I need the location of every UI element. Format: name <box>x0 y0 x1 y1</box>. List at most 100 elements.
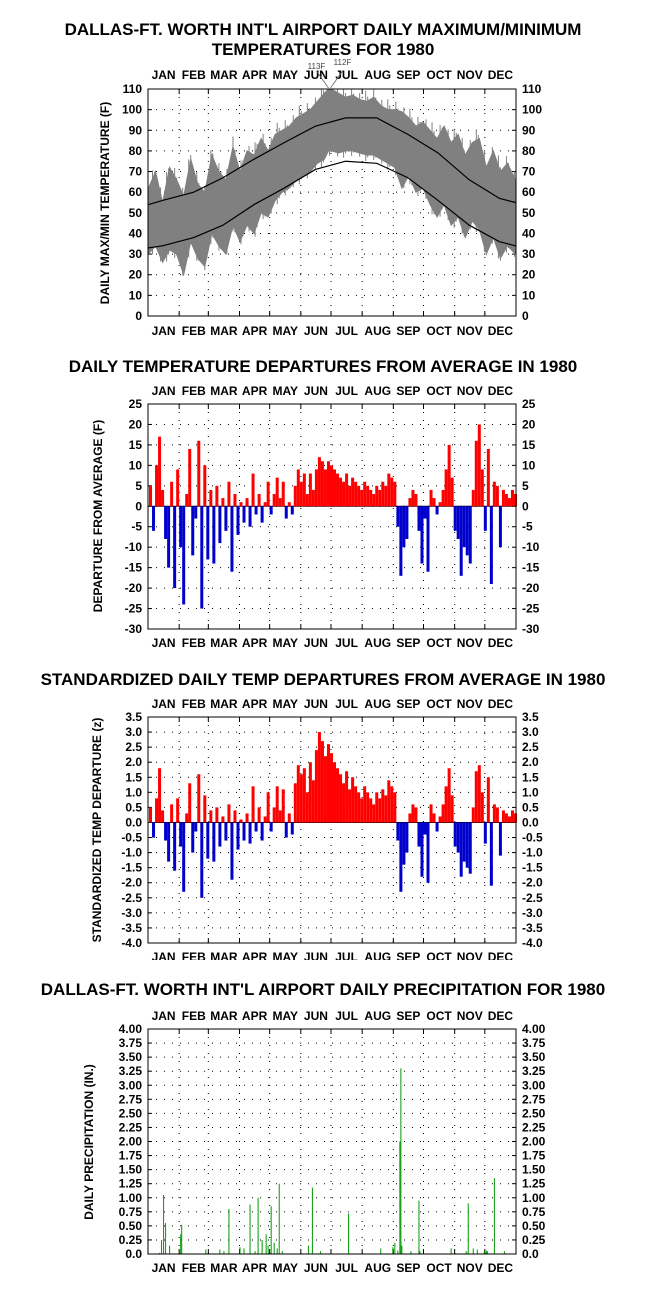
standardized-departures-chart: STANDARDIZED DAILY TEMP DEPARTURES FROM … <box>41 670 606 960</box>
y-tick-label-right: -0.5 <box>522 831 543 845</box>
bar-negative <box>290 822 294 835</box>
month-label-top: DEC <box>488 697 514 711</box>
bar-positive <box>339 774 343 823</box>
y-tick-label-left: 3.50 <box>119 1050 143 1064</box>
bar-positive <box>410 1251 412 1254</box>
bar-positive <box>185 494 189 507</box>
bar-positive <box>381 789 385 823</box>
bar-positive <box>504 494 508 507</box>
bar-positive <box>149 485 153 507</box>
bar-negative <box>230 822 234 880</box>
bar-negative <box>453 822 457 847</box>
bar-positive <box>161 1239 163 1254</box>
month-label-bottom: MAR <box>210 324 238 338</box>
y-tick-label-left: 20 <box>129 417 143 431</box>
y-tick-label-left: 80 <box>129 144 143 158</box>
bar-positive <box>245 813 249 823</box>
plot-border <box>147 1028 517 1255</box>
bar-negative <box>459 506 463 576</box>
bar-positive <box>400 1068 402 1254</box>
bar-positive <box>354 481 358 507</box>
bar-positive <box>221 816 225 823</box>
month-label-top: JUL <box>335 384 358 398</box>
y-tick-label-right: 15 <box>522 438 536 452</box>
bar-positive <box>501 489 505 507</box>
bar-positive <box>287 813 291 823</box>
month-label-bottom: DEC <box>488 636 514 650</box>
bar-positive <box>323 469 327 507</box>
y-tick-label-left: 0.50 <box>119 1219 143 1233</box>
month-label-bottom: JUN <box>304 636 328 650</box>
bar-positive <box>503 1251 505 1254</box>
bar-positive <box>275 477 279 507</box>
bar-positive <box>360 489 364 507</box>
bar-positive <box>272 494 276 507</box>
bar-negative <box>435 822 439 832</box>
bar-positive <box>276 1248 278 1254</box>
bar-positive <box>197 774 201 823</box>
y-tick-label-left: 1.75 <box>119 1149 143 1163</box>
bar-positive <box>447 444 451 507</box>
bar-positive <box>399 1141 401 1254</box>
y-tick-label-left: -15 <box>125 561 143 575</box>
bar-negative <box>194 822 198 832</box>
y-tick-label-left: 50 <box>129 206 143 220</box>
month-label-bottom: JAN <box>152 636 176 650</box>
y-tick-label-right: 2.75 <box>522 1092 546 1106</box>
bar-positive <box>336 768 340 823</box>
bar-negative <box>269 506 273 515</box>
bar-negative <box>182 822 186 892</box>
y-tick-label-left: 5 <box>135 479 142 493</box>
y-tick-label-left: -2.0 <box>121 876 142 890</box>
bar-negative <box>254 822 258 832</box>
y-tick-label-left: 100 <box>122 103 142 117</box>
month-label-top: JUL <box>335 68 358 82</box>
chart-title-line-1: DALLAS-FT. WORTH INT'L AIRPORT DAILY PRE… <box>41 980 605 999</box>
month-label-top: NOV <box>457 1009 483 1023</box>
y-tick-label-right: 25 <box>522 397 536 411</box>
bar-positive <box>467 1203 469 1254</box>
bar-positive <box>357 485 361 507</box>
bar-positive <box>333 469 337 507</box>
bar-negative <box>468 506 472 564</box>
bar-positive <box>165 1223 167 1254</box>
y-tick-label-right: 50 <box>522 206 536 220</box>
bar-negative <box>164 506 168 539</box>
bar-positive <box>345 771 349 823</box>
bar-positive <box>223 1251 225 1254</box>
y-tick-label-right: 0 <box>522 309 529 323</box>
bar-positive <box>311 489 315 507</box>
y-tick-label-left: -1.5 <box>121 861 142 875</box>
bar-negative <box>191 506 195 556</box>
y-tick-label-left: -25 <box>125 602 143 616</box>
bar-negative <box>191 822 195 853</box>
y-tick-label-left: 2.50 <box>119 1106 143 1120</box>
bar-negative <box>152 822 156 838</box>
bar-negative <box>483 822 487 844</box>
month-label-bottom: OCT <box>426 950 452 960</box>
y-tick-label-right: 30 <box>522 247 536 261</box>
plot-border <box>147 716 517 944</box>
y-tick-label-left: 20 <box>129 268 143 282</box>
bar-positive <box>510 489 514 507</box>
y-tick-label-left: 1.25 <box>119 1177 143 1191</box>
month-label-top: APR <box>242 68 268 82</box>
month-label-bottom: JUN <box>304 1261 328 1275</box>
month-label-bottom: AUG <box>364 324 391 338</box>
bar-positive <box>390 477 394 507</box>
bar-positive <box>474 771 478 823</box>
y-tick-label-right: 0.5 <box>522 800 539 814</box>
bar-positive <box>507 816 511 823</box>
y-tick-label-left: 25 <box>129 397 143 411</box>
month-label-top: SEP <box>396 1009 420 1023</box>
y-tick-label-right: 5 <box>522 479 529 493</box>
bar-positive <box>492 481 496 507</box>
bar-positive <box>414 494 418 507</box>
bar-positive <box>366 792 370 823</box>
y-axis-label: DEPARTURE FROM AVERAGE (F) <box>91 420 105 612</box>
bar-negative <box>194 506 198 519</box>
y-tick-label-left: 40 <box>129 226 143 240</box>
bar-positive <box>348 1213 350 1254</box>
y-axis-label: DAILY PRECIPITATION (IN.) <box>82 1064 96 1220</box>
